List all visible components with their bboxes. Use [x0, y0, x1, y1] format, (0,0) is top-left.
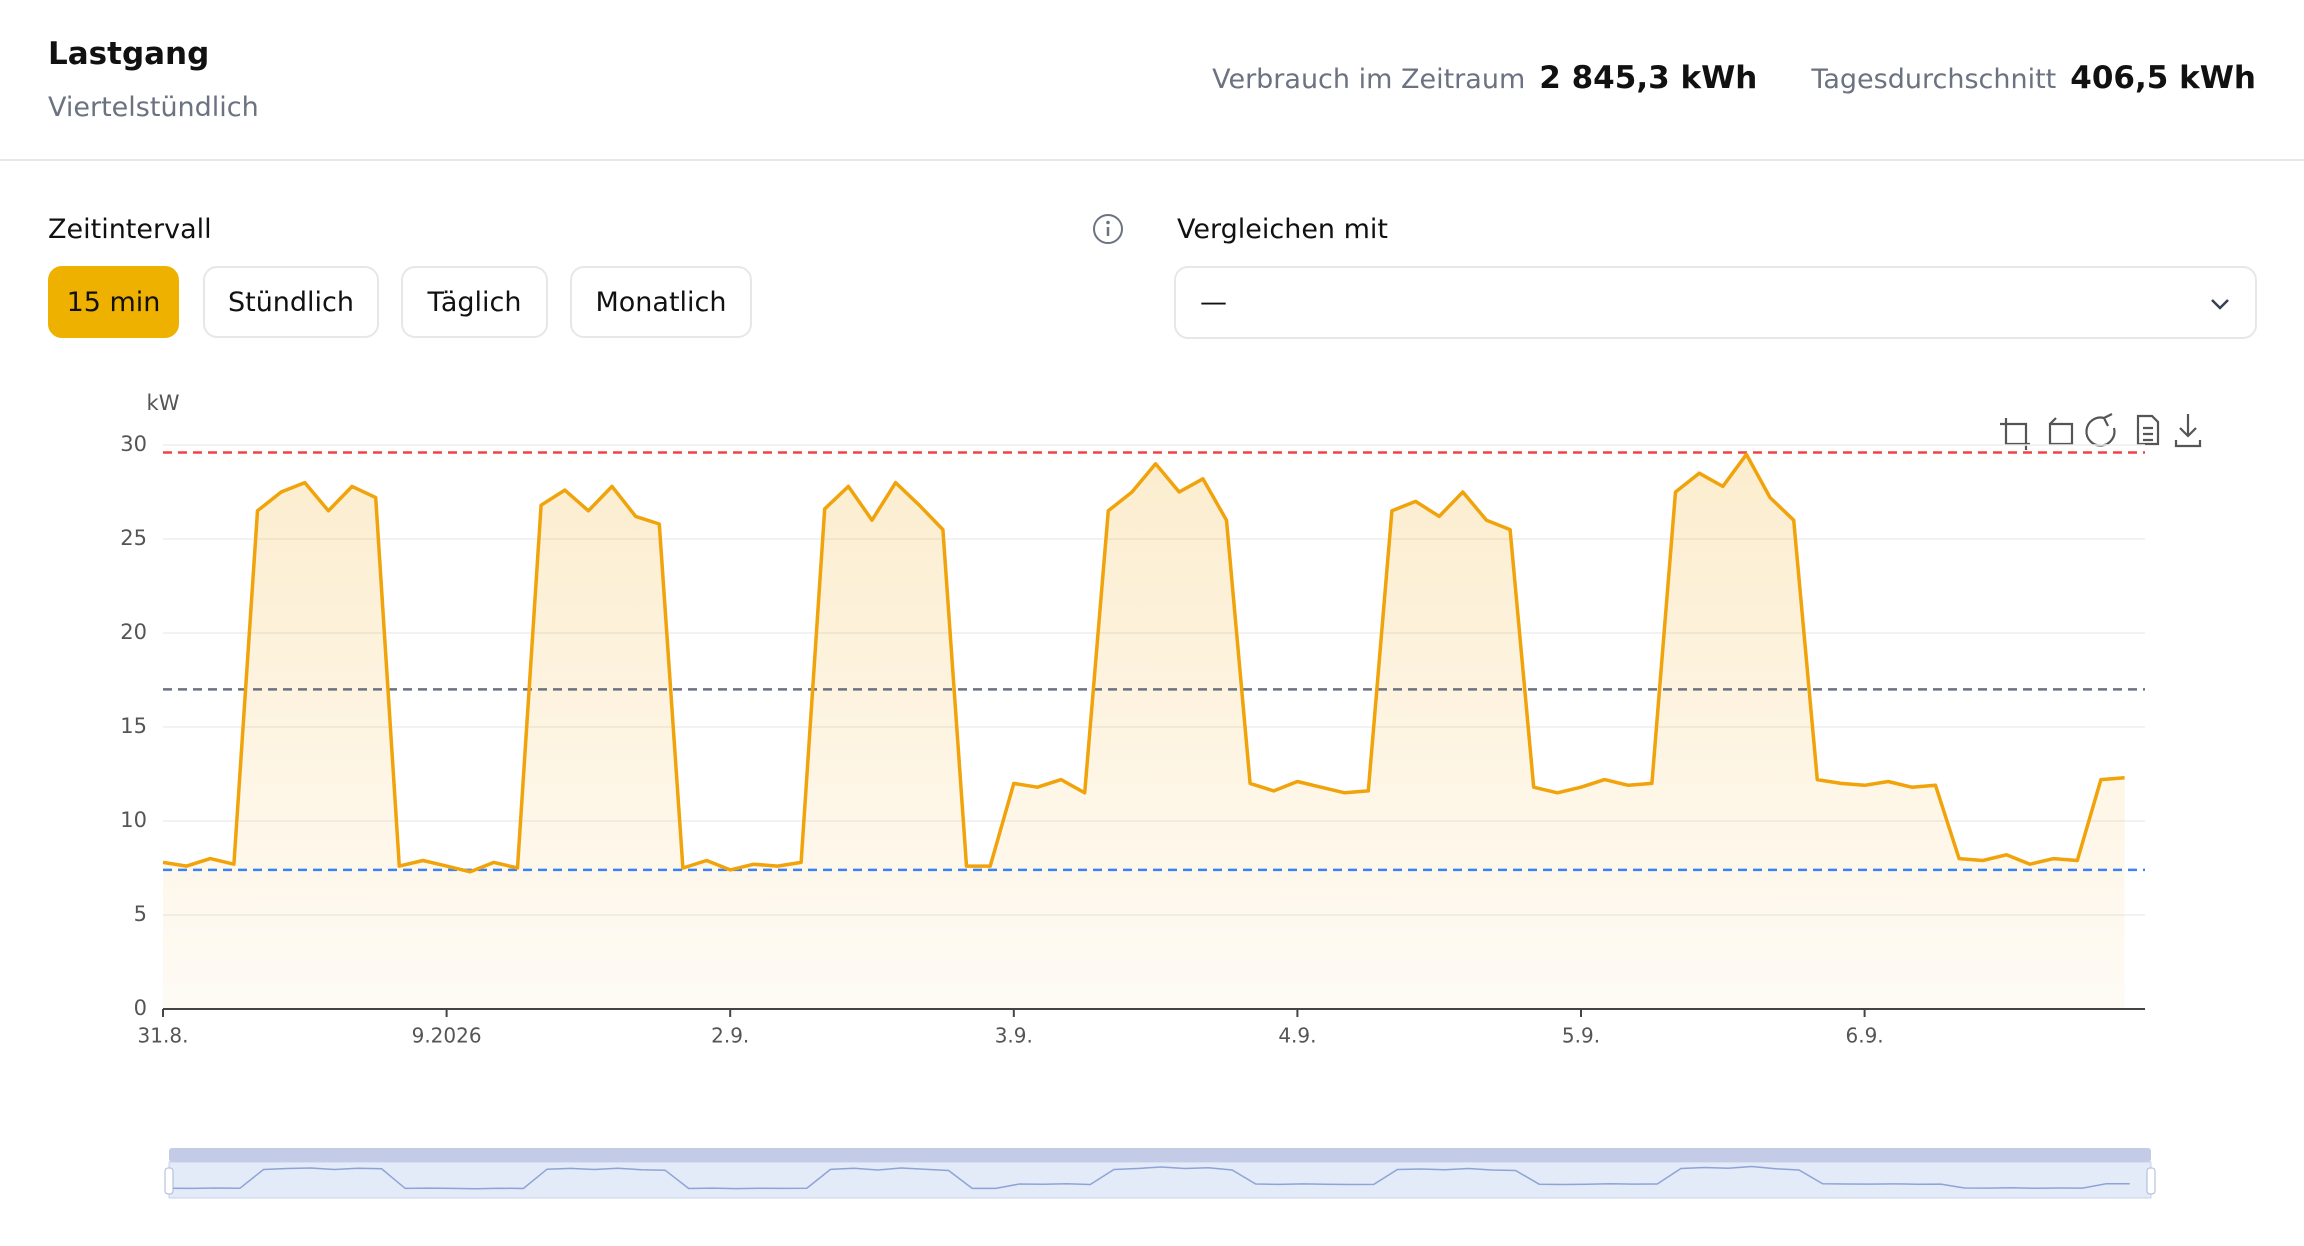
interval-button[interactable]: Monatlich [570, 266, 752, 338]
stats: Verbrauch im Zeitraum 2 845,3 kWh Tagesd… [1212, 60, 2256, 96]
stat-value: 406,5 kWh [2070, 60, 2256, 96]
y-tick-label: 15 [120, 714, 147, 738]
x-tick-label: 3.9. [995, 1024, 1033, 1048]
interval-button[interactable]: Stündlich [203, 266, 379, 338]
line [162, 452, 2125, 874]
x-tick-label: 2.9. [711, 1024, 749, 1048]
compare-select[interactable]: — [1174, 266, 2257, 339]
chevron [2211, 299, 2229, 310]
interval-label: Zeitintervall [48, 214, 212, 245]
y-tick-label: 25 [120, 526, 147, 550]
x-tick-label: 4.9. [1278, 1024, 1316, 1048]
x-tick-label: 31.8. [138, 1024, 189, 1048]
x-tick-label: 6.9. [1846, 1024, 1884, 1048]
slider-track [168, 1161, 2152, 1199]
stat-label: Tagesdurchschnitt [1811, 64, 2057, 95]
compare-label: Vergleichen mit [1177, 214, 1389, 245]
area-fill [163, 454, 2125, 1009]
interval-button[interactable]: 15 min [48, 266, 179, 338]
title: Lastgang [48, 36, 210, 72]
y-unit: kW [147, 391, 180, 415]
y-tick-label: 30 [120, 432, 147, 456]
y-tick-label: 0 [134, 996, 147, 1020]
info-icon[interactable] [1092, 213, 1124, 245]
stat-label: Verbrauch im Zeitraum [1212, 64, 1526, 95]
x-tick-label: 5.9. [1562, 1024, 1600, 1048]
slider-handle [164, 1167, 174, 1195]
y-tick-label: 20 [120, 620, 147, 644]
y-tick-label: 10 [120, 808, 147, 832]
stat-value: 2 845,3 kWh [1539, 60, 1758, 96]
interval-button[interactable]: Täglich [401, 266, 548, 338]
slider-handle-bar [169, 1148, 2151, 1162]
toolbox [2000, 413, 2202, 450]
subtitle: Viertelstündlich [48, 92, 259, 123]
y-tick-label: 5 [134, 902, 147, 926]
slider-line [168, 1165, 2130, 1190]
compare-value: — [1200, 287, 1227, 318]
slider-handle [2146, 1167, 2156, 1195]
divider [0, 159, 2304, 161]
x-tick-label: 9.2026 [412, 1024, 482, 1048]
